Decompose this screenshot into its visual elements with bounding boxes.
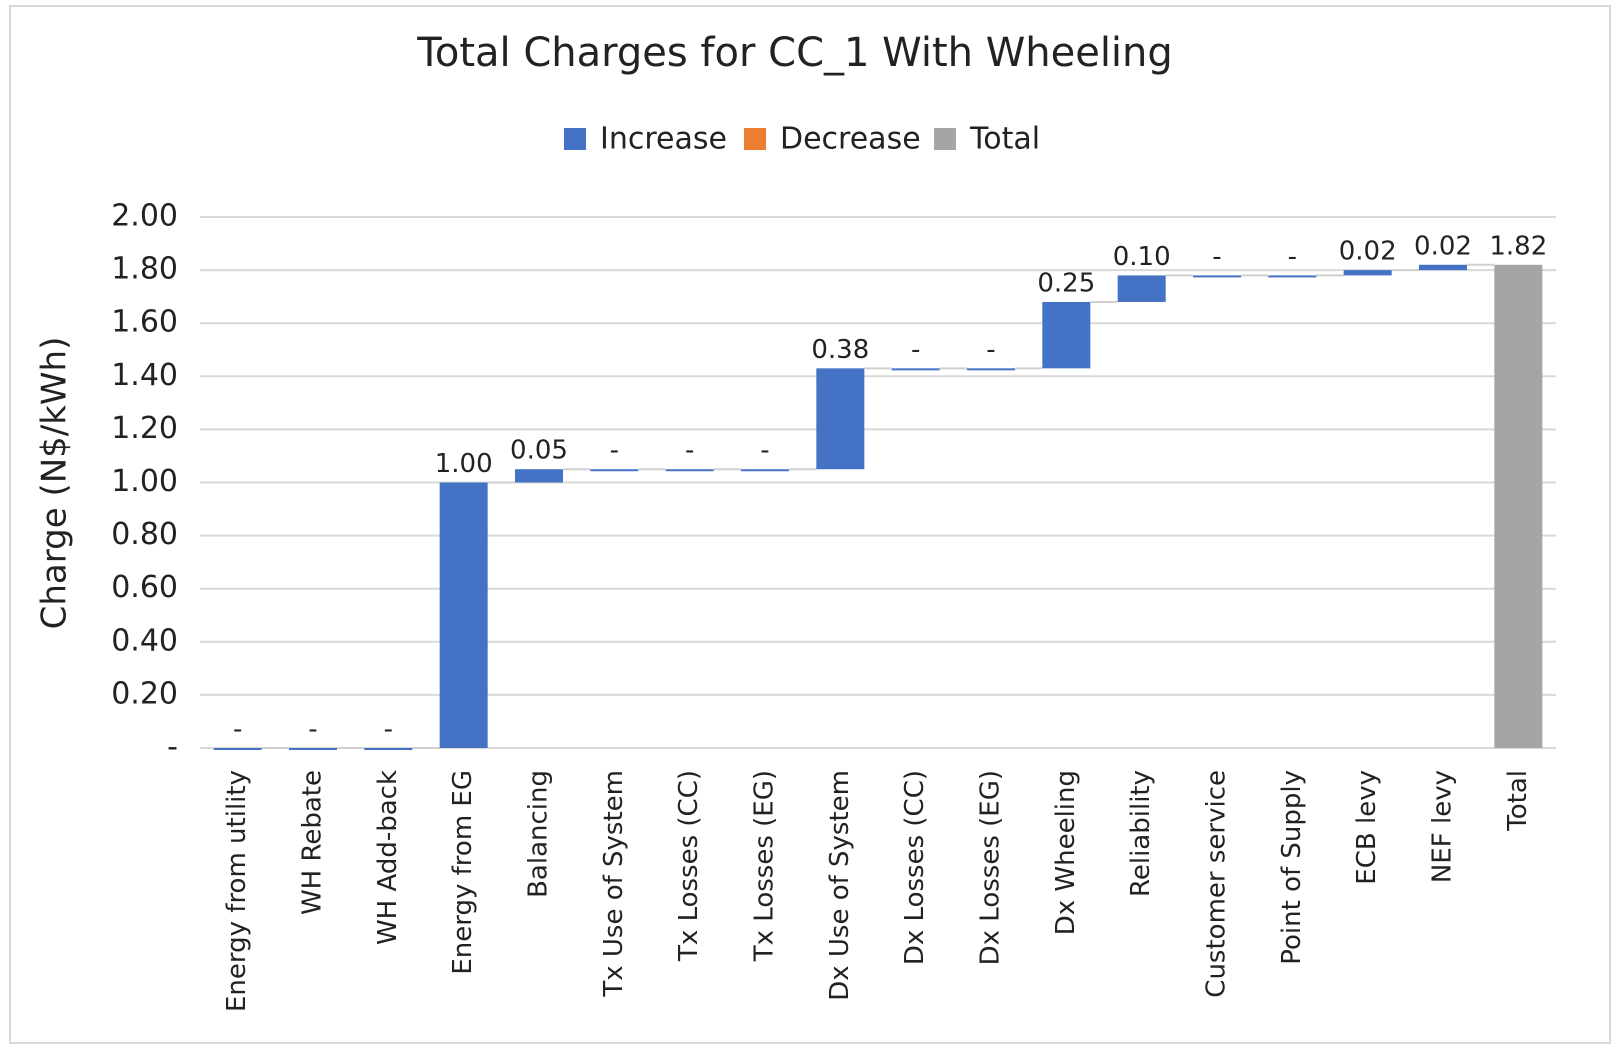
- legend-label: Decrease: [780, 122, 921, 157]
- y-tick-label: 1.40: [111, 358, 178, 393]
- y-tick-label: 0.40: [111, 623, 178, 658]
- x-tick-label: Dx Losses (CC): [900, 770, 930, 965]
- y-tick-label: 1.20: [111, 411, 178, 446]
- y-tick-label: -: [167, 730, 178, 765]
- legend-swatch: [564, 128, 586, 150]
- y-tick-label: 0.60: [111, 570, 178, 605]
- legend-label: Total: [969, 122, 1040, 157]
- y-tick-label: 2.00: [111, 199, 178, 234]
- y-tick-label: 0.80: [111, 517, 178, 552]
- bar: [590, 469, 639, 472]
- bar: [289, 748, 337, 750]
- x-tick-label: Customer service: [1202, 770, 1232, 998]
- data-label: -: [760, 436, 769, 466]
- x-tick-label: Tx Use of System: [599, 770, 629, 998]
- x-tick-label: NEF levy: [1428, 770, 1458, 883]
- x-tick-label: Energy from EG: [448, 770, 478, 975]
- data-label: -: [685, 436, 694, 466]
- chart-title: Total Charges for CC_1 With Wheeling: [416, 30, 1173, 76]
- x-tick-label: Tx Losses (CC): [674, 770, 704, 962]
- bar: [1268, 275, 1317, 278]
- data-label: 1.00: [435, 449, 493, 479]
- x-tick-label: Dx Losses (EG): [976, 770, 1006, 965]
- bar: [741, 469, 789, 472]
- bar: [891, 368, 940, 371]
- data-label: 0.38: [811, 335, 869, 365]
- data-label: 0.02: [1414, 231, 1472, 261]
- data-label: 0.25: [1037, 268, 1095, 298]
- x-tick-label: Reliability: [1126, 770, 1156, 897]
- x-tick-label: Point of Supply: [1277, 770, 1307, 965]
- bar: [1117, 275, 1166, 302]
- x-tick-label: Balancing: [524, 770, 554, 898]
- y-tick-label: 1.60: [111, 305, 178, 340]
- x-tick-label: WH Add-back: [373, 770, 403, 945]
- data-label: -: [1212, 242, 1221, 272]
- data-label: -: [911, 335, 920, 365]
- bar: [816, 368, 865, 470]
- data-label: 0.05: [510, 436, 568, 466]
- bar: [1193, 275, 1241, 278]
- data-label: -: [384, 715, 393, 745]
- y-tick-label: 0.20: [111, 676, 178, 711]
- x-tick-label: Energy from utility: [222, 770, 252, 1012]
- bar: [364, 748, 413, 750]
- data-label: 0.10: [1113, 242, 1171, 272]
- bar: [1343, 270, 1392, 276]
- bar: [439, 482, 488, 748]
- bar: [967, 368, 1015, 371]
- x-tick-label: ECB levy: [1352, 770, 1382, 885]
- bar: [1494, 264, 1543, 748]
- data-label: 1.82: [1489, 231, 1547, 261]
- x-tick-label: Tx Losses (EG): [750, 770, 780, 962]
- legend-swatch: [934, 128, 956, 150]
- bar: [665, 469, 714, 472]
- y-tick-label: 1.80: [111, 252, 178, 287]
- data-label: -: [1288, 242, 1297, 272]
- bar: [1419, 264, 1467, 271]
- x-tick-label: WH Rebate: [298, 770, 328, 915]
- x-tick-label: Total: [1503, 770, 1533, 832]
- data-label: -: [308, 715, 317, 745]
- x-tick-label: Dx Wheeling: [1051, 770, 1081, 935]
- y-tick-label: 1.00: [111, 464, 178, 499]
- bar: [1042, 301, 1091, 369]
- bar: [515, 469, 563, 483]
- data-label: -: [233, 715, 242, 745]
- legend-label: Increase: [600, 122, 727, 157]
- x-tick-label: Dx Use of System: [825, 770, 855, 1001]
- legend-swatch: [744, 128, 766, 150]
- bar: [213, 748, 262, 750]
- y-axis-label: Charge (N$/kWh): [35, 337, 75, 630]
- data-label: -: [986, 335, 995, 365]
- data-label: 0.02: [1339, 237, 1397, 267]
- chart-border: [9, 5, 1611, 1044]
- data-label: -: [610, 436, 619, 466]
